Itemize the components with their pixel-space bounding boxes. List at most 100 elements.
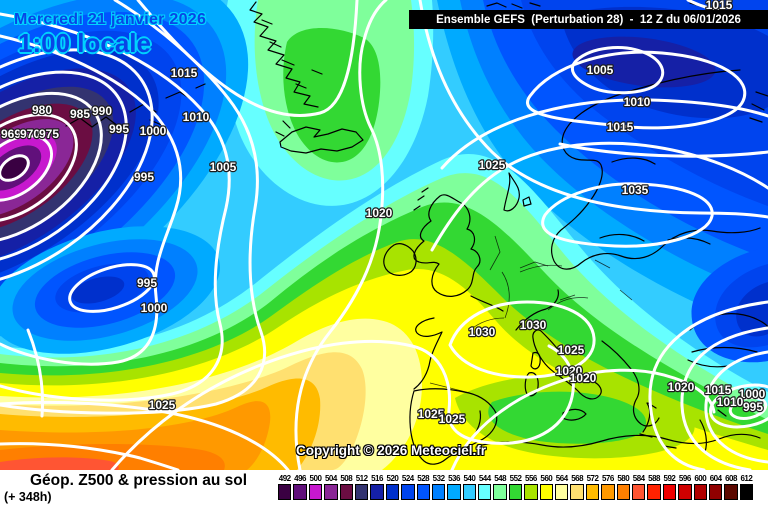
colorbar-value: 504 [324, 474, 337, 483]
colorbar-cell: 528 [416, 474, 431, 500]
colorbar-swatch [431, 484, 446, 500]
colorbar-value: 508 [340, 474, 353, 483]
colorbar: 492 496 500 504 508 512 516 520 524 528 532 536 540 5… [277, 474, 754, 500]
pressure-label: 975 [39, 127, 59, 141]
colorbar-cell: 572 [585, 474, 600, 500]
coastline [486, 2, 701, 9]
colorbar-value: 512 [355, 474, 368, 483]
weather-map: 969 970 975 980 985 990 995 1000 1010 1015 1005 995… [0, 0, 768, 470]
colorbar-value: 544 [478, 474, 491, 483]
legend-footer: Géop. Z500 & pression au sol (+ 348h) 49… [0, 470, 768, 512]
coastline [413, 194, 481, 297]
colorbar-value: 524 [401, 474, 414, 483]
date-block: Mercredi 21 janvier 2026 1:00 locale [14, 11, 206, 57]
isobar-line [0, 442, 180, 470]
colorbar-cell: 608 [723, 474, 738, 500]
colorbar-swatch [354, 484, 369, 500]
isobar-line [648, 300, 768, 470]
colorbar-cell: 560 [539, 474, 554, 500]
colorbar-cell: 536 [446, 474, 461, 500]
colorbar-cell: 600 [693, 474, 708, 500]
colorbar-value: 612 [740, 474, 753, 483]
colorbar-cell: 596 [677, 474, 692, 500]
pressure-label: 1020 [366, 206, 393, 220]
colorbar-cell: 568 [569, 474, 584, 500]
pressure-label: 990 [92, 104, 112, 118]
colorbar-value: 580 [617, 474, 630, 483]
colorbar-value: 596 [678, 474, 691, 483]
isobar-line [0, 48, 154, 288]
colorbar-cell: 580 [616, 474, 631, 500]
colorbar-cell: 532 [431, 474, 446, 500]
colorbar-cell: 504 [323, 474, 338, 500]
colorbar-swatch [647, 484, 661, 500]
pressure-label: 995 [134, 170, 154, 184]
isobar-line [110, 339, 575, 470]
pressure-label: 1025 [149, 398, 176, 412]
colorbar-swatch [370, 484, 384, 500]
pressure-label: 995 [137, 276, 157, 290]
colorbar-swatch [401, 484, 415, 500]
isobar-line [136, 0, 359, 117]
coastline [642, 402, 651, 433]
isobar-line [430, 141, 768, 252]
isobar-line [418, 0, 768, 219]
pressure-label: 1015 [706, 0, 733, 12]
pressure-label: 995 [109, 122, 129, 136]
colorbar-swatch [585, 484, 600, 500]
coastline [261, 19, 323, 89]
colorbar-value: 556 [525, 474, 537, 483]
colorbar-swatch [385, 484, 400, 500]
coastline [551, 69, 761, 270]
pressure-label: 1025 [439, 412, 466, 426]
colorbar-swatch [631, 484, 646, 500]
isobar-line [0, 134, 53, 202]
colorbar-cell: 592 [662, 474, 677, 500]
isobar-line [728, 396, 768, 420]
pressure-label: 1000 [140, 124, 167, 138]
model-run-bar: Ensemble GEFS (Perturbation 28) - 12 Z d… [409, 10, 768, 29]
colorbar-swatch [678, 484, 692, 500]
z500-field [0, 0, 768, 470]
isobar-line [0, 70, 128, 266]
isobar-line [541, 182, 714, 248]
colorbar-value: 560 [540, 474, 553, 483]
colorbar-swatch [539, 484, 554, 500]
colorbar-value: 492 [278, 474, 291, 483]
colorbar-cell: 584 [631, 474, 646, 500]
colorbar-swatch [555, 484, 569, 500]
colorbar-cell: 520 [385, 474, 400, 500]
pressure-label: 1010 [183, 110, 210, 124]
coastline [699, 409, 727, 453]
colorbar-cell: 508 [339, 474, 354, 500]
colorbar-swatch [462, 484, 477, 500]
pressure-label: 1025 [558, 343, 585, 357]
colorbar-swatch [724, 484, 738, 500]
colorbar-swatch [708, 484, 723, 500]
colorbar-swatch [308, 484, 323, 500]
coastline [503, 172, 532, 212]
colorbar-swatch [493, 484, 507, 500]
pressure-label: 1030 [469, 325, 496, 339]
colorbar-value: 500 [309, 474, 322, 483]
colorbar-value: 572 [586, 474, 599, 483]
colorbar-value: 536 [448, 474, 460, 483]
colorbar-value: 592 [663, 474, 676, 483]
colorbar-cell: 500 [308, 474, 323, 500]
coastline [601, 340, 677, 449]
colorbar-swatch [278, 484, 292, 500]
z500-band [71, 276, 125, 304]
forecast-lead-time: (+ 348h) [4, 490, 52, 504]
colorbar-swatch [739, 484, 754, 500]
pressure-label: 1000 [739, 387, 766, 401]
pressure-label: 1015 [607, 120, 634, 134]
pressure-label: 1000 [141, 301, 168, 315]
colorbar-swatch [447, 484, 461, 500]
colorbar-cell: 576 [600, 474, 615, 500]
isobar-line [448, 300, 596, 379]
isobar-line [680, 326, 768, 470]
coastline [749, 91, 768, 123]
isobar-line [0, 91, 103, 245]
